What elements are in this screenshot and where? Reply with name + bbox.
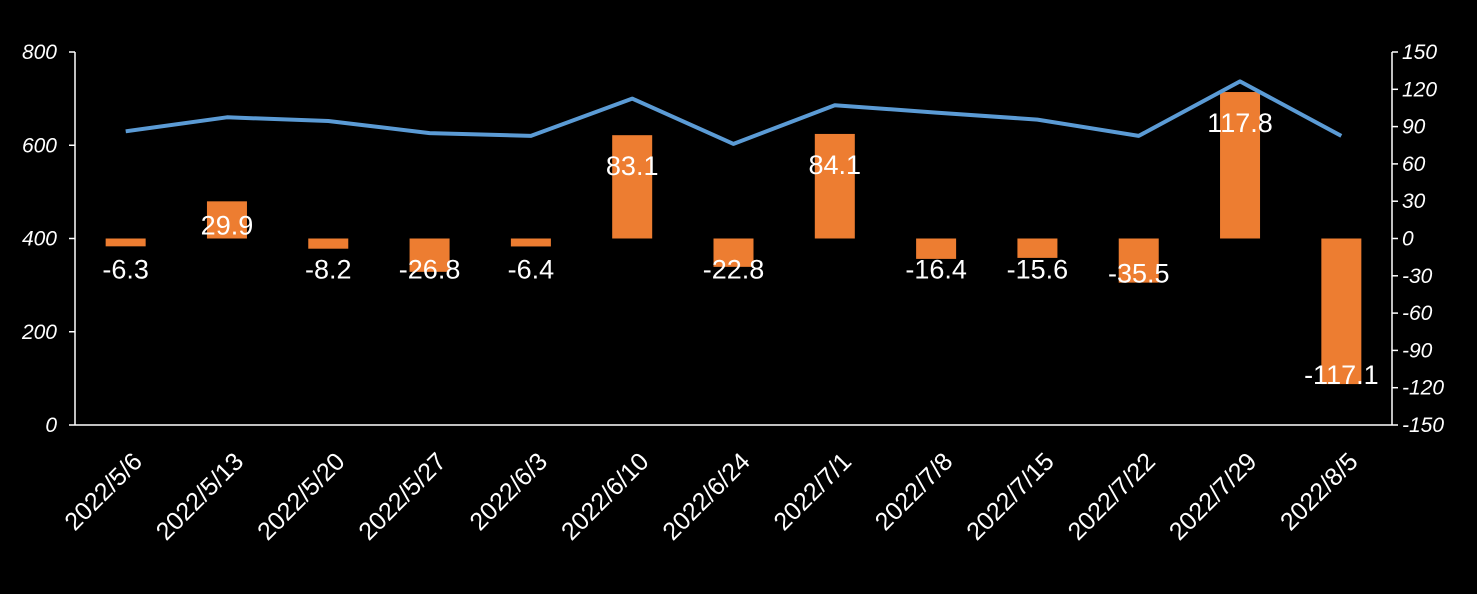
right-axis-tick-label: 150 bbox=[1402, 41, 1437, 64]
bar bbox=[1017, 238, 1058, 258]
bar-data-label: 84.1 bbox=[809, 150, 862, 180]
right-axis-tick-label: -150 bbox=[1402, 414, 1444, 437]
bar bbox=[612, 135, 653, 239]
x-axis-tick-label: 2022/5/6 bbox=[59, 447, 148, 536]
right-axis-tick-label: 30 bbox=[1402, 190, 1426, 213]
right-axis-tick-label: 0 bbox=[1402, 228, 1414, 251]
bar-data-label: -35.5 bbox=[1108, 259, 1170, 289]
bar-data-label: -15.6 bbox=[1007, 255, 1069, 285]
x-axis-tick-label: 2022/5/27 bbox=[353, 447, 451, 545]
data-labels: -6.3 29.9 -8.2 -26.8 -6.4 83.1 -22.8 84.1 -16.4 -… bbox=[102, 108, 1378, 390]
right-axis-tick-label: -60 bbox=[1402, 302, 1433, 325]
bar-data-label: -26.8 bbox=[399, 255, 461, 285]
left-axis-tick-label: 0 bbox=[45, 414, 57, 437]
x-axis-tick-label: 2022/6/3 bbox=[465, 447, 554, 536]
x-axis-tick-label: 2022/5/13 bbox=[151, 447, 249, 545]
x-axis-tick-label: 2022/8/5 bbox=[1275, 447, 1364, 536]
bar-data-label: -6.4 bbox=[508, 255, 555, 285]
bar-data-label: -8.2 bbox=[305, 255, 352, 285]
bar bbox=[1321, 238, 1362, 385]
bar bbox=[409, 238, 450, 272]
bar bbox=[1220, 92, 1261, 239]
x-axis-tick-label: 2022/5/20 bbox=[252, 447, 350, 545]
x-axis-tick-label: 2022/7/22 bbox=[1063, 447, 1161, 545]
right-axis-tick-label: 60 bbox=[1402, 153, 1426, 176]
bar-data-label: 83.1 bbox=[606, 151, 659, 181]
x-axis-tick-label: 2022/7/8 bbox=[870, 447, 959, 536]
x-axis-tick-label: 2022/7/1 bbox=[768, 447, 857, 536]
bar-data-label: -16.4 bbox=[905, 255, 967, 285]
right-axis-tick-label: -90 bbox=[1402, 339, 1433, 362]
right-axis-tick-label: -30 bbox=[1402, 265, 1433, 288]
bar bbox=[916, 238, 957, 259]
left-axis-tick-label: 400 bbox=[22, 228, 57, 251]
right-axis-tick-label: -120 bbox=[1402, 377, 1444, 400]
bar-data-label: -6.3 bbox=[102, 255, 149, 285]
bar bbox=[206, 201, 247, 239]
x-axis-tick-label: 2022/7/29 bbox=[1164, 447, 1262, 545]
x-axis-tick-label: 2022/7/15 bbox=[961, 447, 1059, 545]
line-path bbox=[125, 79, 1343, 146]
bar bbox=[308, 238, 349, 249]
bar-data-label: -117.1 bbox=[1304, 360, 1379, 390]
bar bbox=[713, 238, 754, 267]
bar-data-label: 29.9 bbox=[201, 211, 254, 241]
bar bbox=[814, 133, 855, 239]
left-axis-tick-label: 600 bbox=[22, 134, 57, 157]
bar bbox=[510, 238, 551, 247]
line-series bbox=[125, 79, 1343, 146]
bar-data-label: 117.8 bbox=[1207, 108, 1273, 138]
right-axis-tick-label: 120 bbox=[1402, 78, 1437, 101]
bar-data-label: -22.8 bbox=[703, 255, 765, 285]
left-axis-tick-label: 200 bbox=[21, 321, 57, 344]
right-axis-tick-label: 90 bbox=[1402, 116, 1426, 139]
left-axis-tick-label: 800 bbox=[22, 41, 57, 64]
x-axis-tick-label: 2022/6/24 bbox=[657, 447, 756, 546]
axes bbox=[69, 51, 1398, 426]
bar bbox=[105, 238, 146, 247]
bar bbox=[1118, 238, 1159, 283]
x-axis-tick-label: 2022/6/10 bbox=[556, 447, 654, 545]
bar-series bbox=[105, 92, 1362, 385]
